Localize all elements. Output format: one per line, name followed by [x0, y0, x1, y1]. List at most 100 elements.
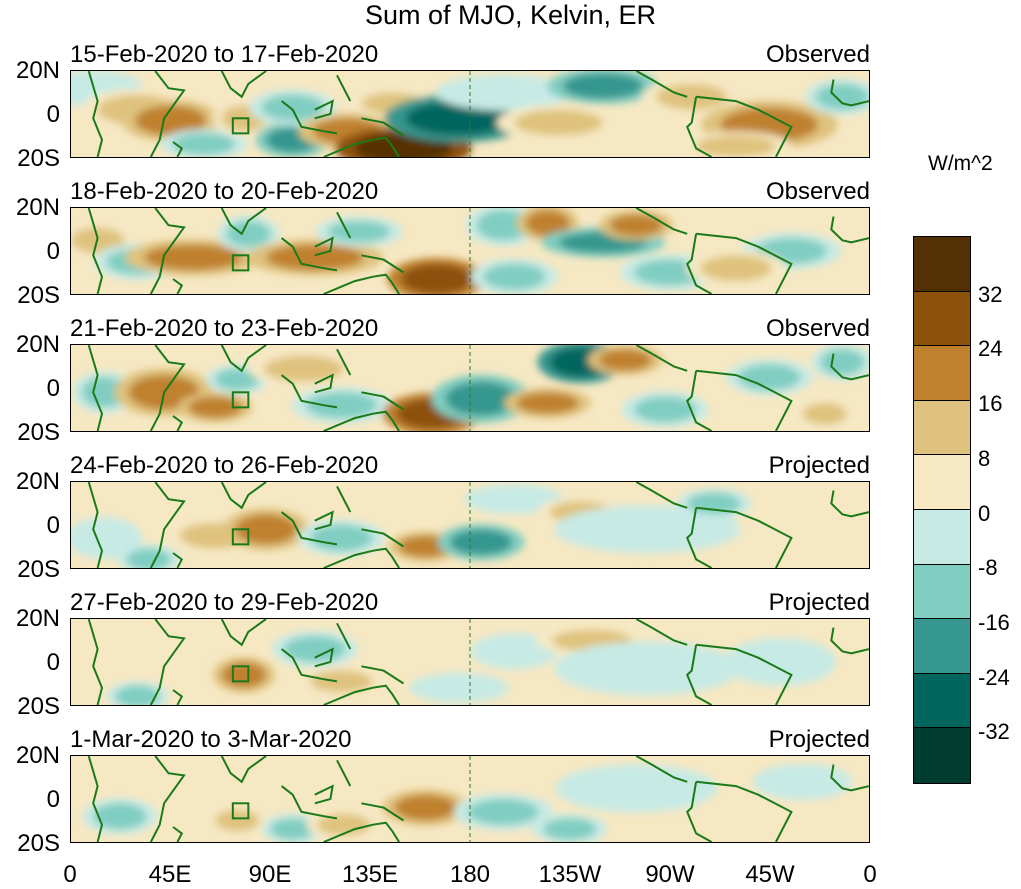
colorbar-tick-label: 16 — [978, 391, 1003, 416]
anomaly-core — [478, 488, 550, 510]
lat-label-0: 0 — [46, 649, 60, 676]
panel-status: Projected — [768, 452, 870, 479]
coastline — [172, 689, 184, 705]
coastline — [280, 374, 338, 409]
colorbar-segment — [914, 673, 970, 729]
colorbar-tick-label: -8 — [978, 555, 998, 580]
anomaly-core — [445, 381, 517, 416]
anomaly-core — [93, 803, 147, 830]
anomaly-core — [310, 670, 373, 693]
panel-status: Observed — [765, 178, 870, 205]
panel-date-range: 24-Feb-2020 to 26-Feb-2020 — [70, 452, 379, 479]
coastline — [314, 510, 334, 531]
anomaly-core — [270, 818, 315, 840]
coastline — [314, 236, 334, 257]
anomaly-core — [144, 244, 242, 271]
colorbar-segment — [914, 509, 970, 565]
lat-label-20n: 20N — [15, 194, 60, 221]
anomaly-core — [609, 214, 663, 236]
lat-label-20n: 20N — [15, 57, 60, 84]
coastline — [830, 79, 869, 107]
coastline — [686, 507, 713, 568]
map-plot — [70, 344, 870, 432]
panel-date-range: 1-Mar-2020 to 3-Mar-2020 — [70, 726, 352, 753]
coastline — [635, 619, 688, 646]
anomaly-core — [700, 255, 772, 282]
coastline — [149, 208, 186, 294]
anomaly-core — [135, 105, 207, 136]
map-plot — [70, 755, 870, 843]
panel-2: 18-Feb-2020 to 20-Feb-2020 Observed — [0, 178, 1021, 317]
colorbar-tick-label: 0 — [978, 501, 991, 526]
anomaly-core — [115, 685, 160, 705]
coastline — [314, 99, 334, 120]
anomaly-core — [802, 403, 847, 425]
coastline — [314, 647, 334, 668]
anomaly-heatmap — [71, 345, 869, 431]
coastline — [695, 232, 793, 294]
coastline — [149, 71, 186, 157]
coastline — [172, 415, 184, 431]
anomaly-core — [215, 368, 260, 391]
coastline — [87, 208, 104, 294]
lat-label-20n: 20N — [15, 331, 60, 358]
coastline — [323, 136, 400, 157]
coastline — [323, 273, 400, 294]
coastline — [635, 482, 688, 509]
lat-label-20s: 20S — [17, 693, 60, 720]
coastline — [149, 756, 186, 842]
lat-label-20n: 20N — [15, 468, 60, 495]
lon-label: 135W — [538, 861, 602, 888]
colorbar-segment — [914, 728, 970, 783]
anomaly-core — [516, 392, 579, 414]
anomaly-core — [82, 377, 127, 408]
coastline — [336, 622, 352, 650]
lat-label-20s: 20S — [17, 145, 60, 172]
colorbar-segment — [914, 291, 970, 347]
lon-label: 90E — [248, 861, 292, 888]
anomaly-core — [310, 525, 373, 551]
anomaly-core — [476, 210, 530, 241]
lat-label-20s: 20S — [17, 282, 60, 309]
anomaly-core — [261, 94, 324, 121]
anomaly-core — [305, 392, 377, 419]
coastline — [336, 348, 352, 376]
coastline — [361, 254, 405, 274]
panel-date-range: 18-Feb-2020 to 20-Feb-2020 — [70, 178, 379, 205]
coastline — [686, 781, 713, 842]
coastline — [686, 233, 713, 294]
panel-status: Observed — [765, 315, 870, 342]
coastline — [695, 369, 793, 431]
panel-4: 24-Feb-2020 to 26-Feb-2020 Projected — [0, 452, 1021, 591]
anomaly-core — [656, 83, 728, 110]
lat-label-0: 0 — [46, 512, 60, 539]
anomaly-core — [525, 210, 570, 236]
coastline — [149, 482, 186, 568]
coastline — [323, 410, 400, 431]
colorbar-tick-label: -16 — [978, 610, 1010, 635]
anomaly-core — [820, 349, 865, 376]
colorbar — [913, 236, 971, 784]
anomaly-core — [815, 83, 869, 110]
coastline — [172, 826, 184, 842]
region-box — [231, 391, 250, 409]
anomaly-heatmap — [71, 71, 869, 157]
colorbar-tick-label: 32 — [978, 282, 1003, 307]
anomaly-core — [483, 638, 546, 665]
colorbar-segment — [914, 346, 970, 401]
anomaly-core — [226, 220, 271, 247]
coastline — [336, 74, 352, 102]
panel-5: 27-Feb-2020 to 29-Feb-2020 Projected — [0, 589, 1021, 728]
anomaly-core — [580, 512, 714, 547]
anomaly-heatmap — [71, 619, 869, 705]
coastline — [87, 71, 104, 157]
map-plot — [70, 481, 870, 569]
coastline — [830, 764, 869, 792]
lat-label-20s: 20S — [17, 830, 60, 857]
anomaly-core — [738, 364, 801, 391]
anomaly-core — [423, 677, 495, 699]
anomaly-core — [188, 396, 242, 419]
panel-status: Projected — [768, 589, 870, 616]
anomaly-core — [696, 135, 776, 157]
coastline — [87, 345, 104, 431]
